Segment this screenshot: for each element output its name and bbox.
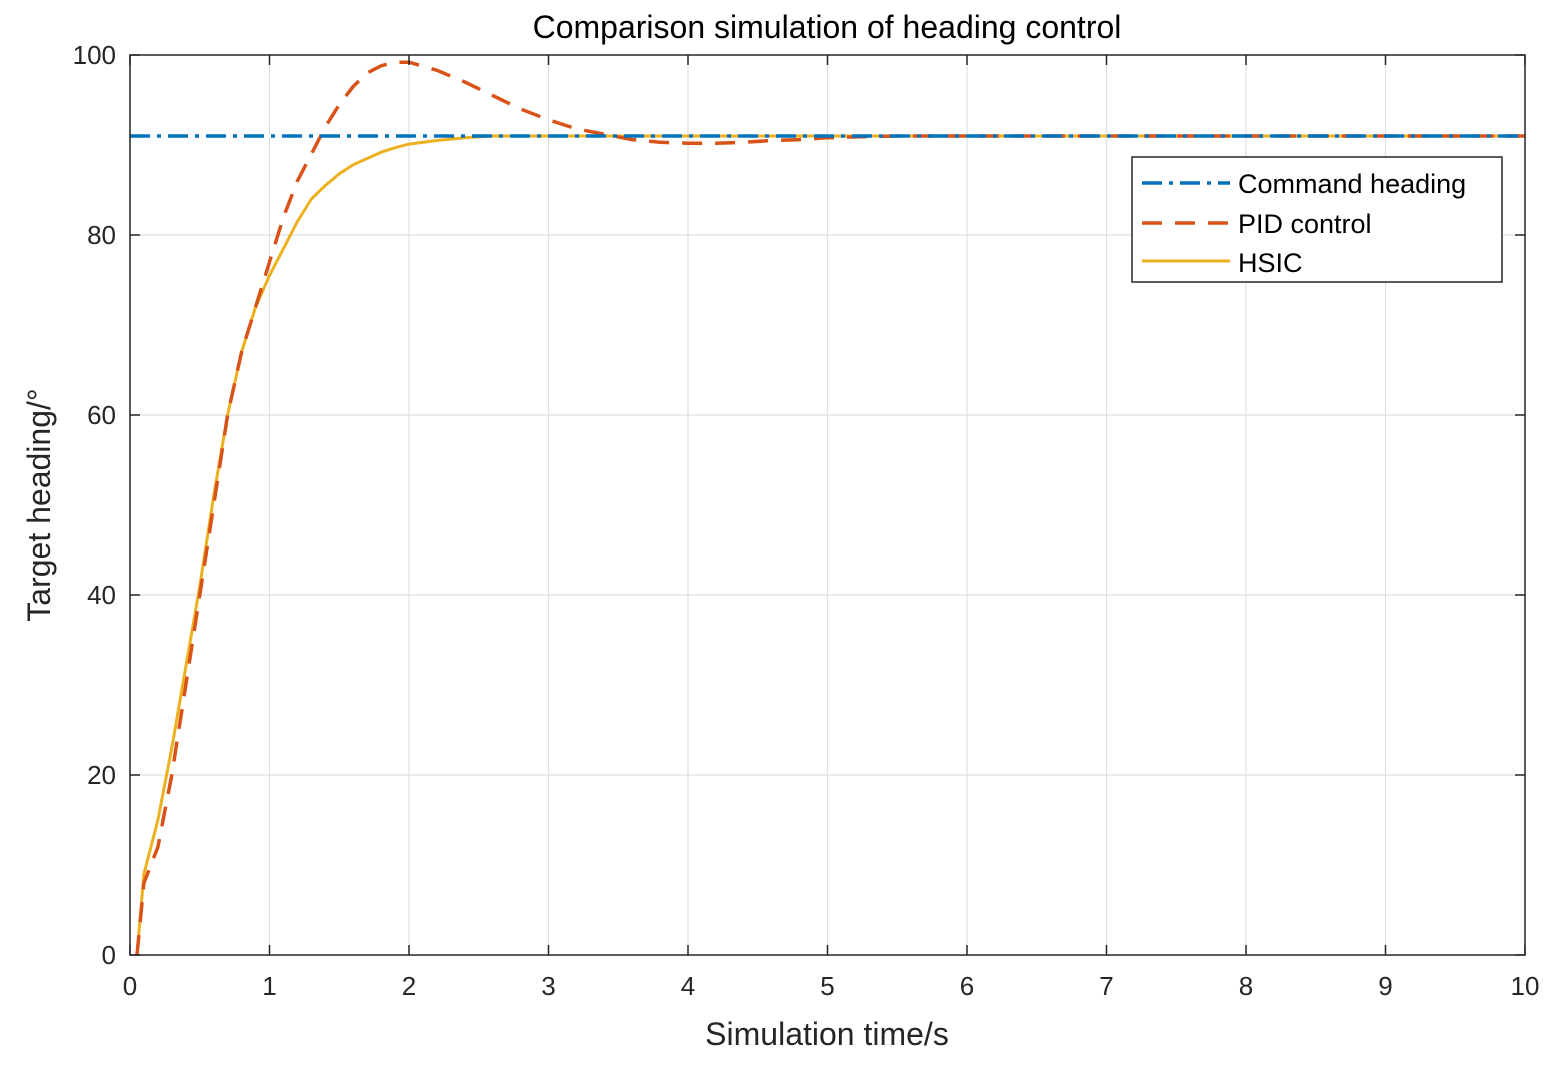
legend: Command heading PID control HSIC (1131, 156, 1503, 283)
y-tick-label: 0 (102, 940, 116, 970)
legend-label-command-heading: Command heading (1238, 169, 1466, 199)
y-tick-label: 20 (87, 760, 116, 790)
x-tick-label: 6 (960, 971, 974, 1001)
x-tick-label: 8 (1239, 971, 1253, 1001)
x-axis-label: Simulation time/s (705, 1016, 949, 1052)
x-tick-label: 3 (541, 971, 555, 1001)
series-layer (130, 60, 1525, 956)
chart-title: Comparison simulation of heading control (533, 9, 1122, 45)
x-tick-label: 5 (820, 971, 834, 1001)
y-tick-label: 80 (87, 220, 116, 250)
y-tick-label: 60 (87, 400, 116, 430)
legend-label-pid-control: PID control (1238, 209, 1372, 239)
series-line-pid-control (135, 60, 1525, 956)
x-tick-label: 1 (262, 971, 276, 1001)
x-tick-label: 7 (1099, 971, 1113, 1001)
tick-marks (129, 54, 1526, 956)
x-tick-label: 10 (1511, 971, 1540, 1001)
x-tick-label: 9 (1378, 971, 1392, 1001)
x-tick-label: 2 (402, 971, 416, 1001)
y-tick-label: 40 (87, 580, 116, 610)
x-tick-label: 4 (681, 971, 695, 1001)
y-axis-label: Target heading/° (21, 388, 57, 621)
y-tick-label: 100 (73, 40, 116, 70)
legend-label-hsic: HSIC (1238, 248, 1303, 278)
x-tick-label: 0 (123, 971, 137, 1001)
